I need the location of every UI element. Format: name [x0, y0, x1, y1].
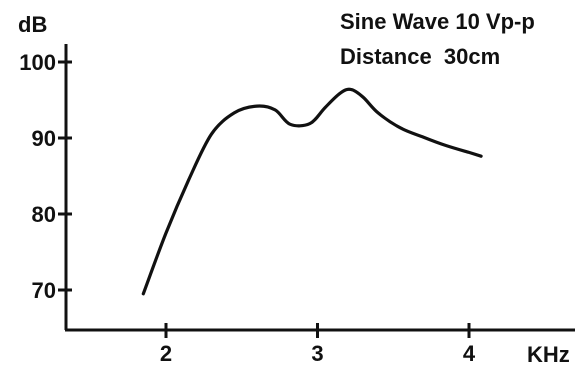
y-axis-ticks: 70 80 90 100: [19, 50, 72, 303]
chart-labels: dB KHz Sine Wave 10 Vp-p Distance 30cm: [18, 9, 570, 366]
series-line: [141, 87, 483, 296]
x-axis-ticks: 2 3 4: [160, 323, 476, 366]
y-axis-label: dB: [18, 12, 47, 37]
x-tick-label: 2: [160, 341, 172, 366]
annotation-distance: Distance 30cm: [340, 44, 500, 69]
x-tick-label: 4: [463, 341, 476, 366]
y-tick-label: 100: [19, 50, 56, 75]
y-tick-label: 70: [32, 278, 56, 303]
y-tick-label: 90: [32, 126, 56, 151]
annotation-waveform: Sine Wave 10 Vp-p: [340, 9, 535, 34]
series-group: [141, 87, 483, 296]
x-axis-label: KHz: [527, 342, 570, 366]
chart-axes: [64, 44, 575, 332]
y-tick-label: 80: [32, 202, 56, 227]
x-tick-label: 3: [311, 341, 323, 366]
